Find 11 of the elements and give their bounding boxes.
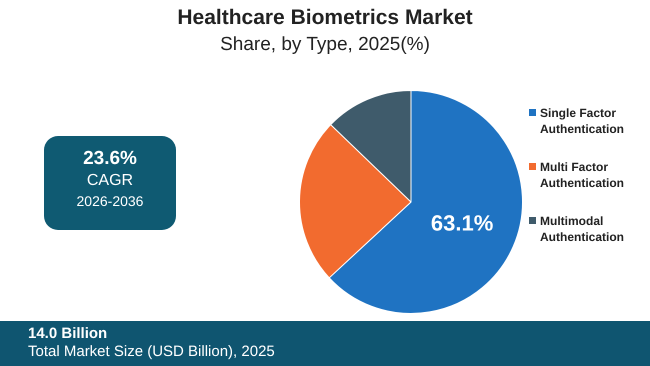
chart-title: Healthcare Biometrics Market	[176, 6, 474, 30]
text: 14.0 Billion	[28, 325, 108, 342]
text: Total Market Size (USD Billion), 2025	[28, 343, 275, 360]
text: 2026-2036	[76, 193, 144, 209]
legend-label: Single Factor Authentication	[540, 105, 625, 137]
text: 23.6%	[82, 148, 138, 170]
chart-subtitle: Share, by Type, 2025(%)	[219, 34, 431, 56]
legend-label: Multi Factor Authentication	[540, 159, 625, 191]
legend-label: Multimodal Authentication	[540, 213, 625, 245]
text: CAGR	[86, 172, 134, 190]
data-label: 63.1%	[430, 210, 494, 236]
